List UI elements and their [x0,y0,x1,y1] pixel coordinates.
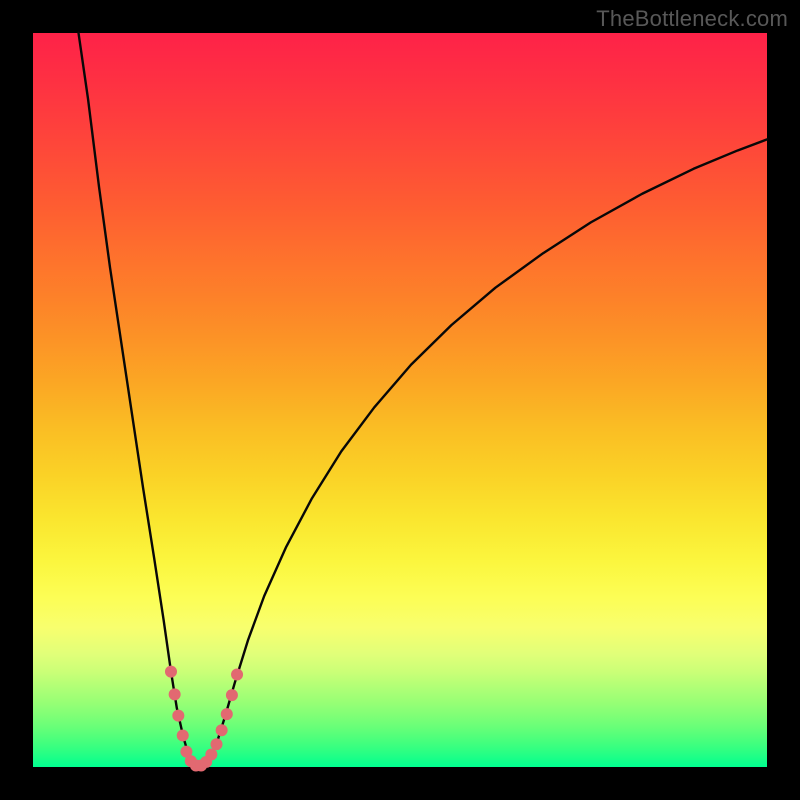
plot-area [33,33,767,767]
curve-marker [211,738,223,750]
curve-marker [169,688,181,700]
watermark-text: TheBottleneck.com [596,6,788,32]
curve-marker [231,669,243,681]
curve-marker [226,689,238,701]
curve-marker [177,729,189,741]
curve-marker [172,710,184,722]
curve-marker [205,749,217,761]
curve-marker [221,708,233,720]
chart-container: TheBottleneck.com [0,0,800,800]
bottleneck-curve [33,33,767,767]
curve-marker [216,724,228,736]
curve-marker [165,666,177,678]
